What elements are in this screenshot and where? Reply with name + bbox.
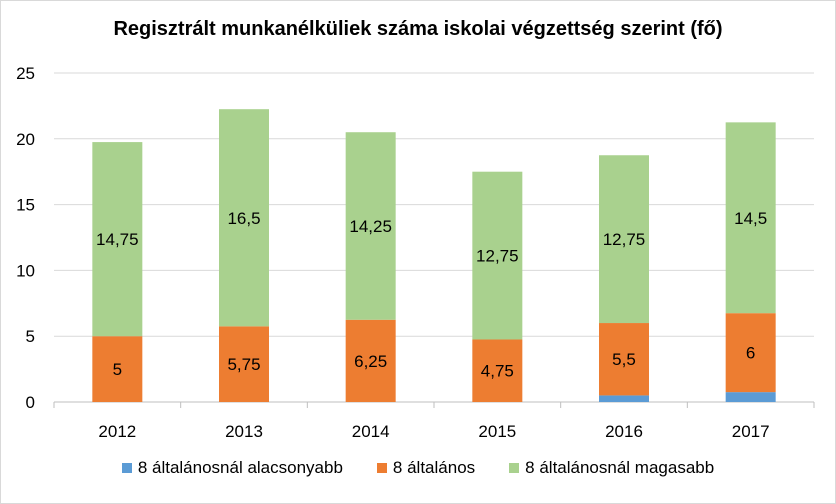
x-tick-label: 2015 — [478, 422, 516, 441]
bar-segment — [599, 323, 649, 396]
x-axis-ticks: 2012 2013 2014 2015 2016 2017 — [53, 402, 815, 441]
y-tick-label: 0 — [26, 393, 35, 412]
gridlines — [54, 72, 814, 403]
bar-segment — [219, 326, 269, 402]
y-tick-label: 10 — [16, 261, 35, 280]
x-tick-label: 2012 — [98, 422, 136, 441]
y-tick-label: 15 — [16, 196, 35, 215]
data-label: 14,75 — [96, 230, 139, 249]
legend: 8 általánosnál alacsonyabb 8 általános 8 á… — [0, 458, 836, 478]
chart-title: Regisztrált munkanélküliek száma iskolai… — [113, 18, 723, 40]
data-label: 6 — [746, 344, 755, 363]
x-tick-label: 2017 — [732, 422, 770, 441]
legend-item: 8 általánosnál alacsonyabb — [121, 458, 343, 478]
data-label: 16,5 — [227, 209, 260, 228]
data-label: 4,75 — [481, 362, 514, 381]
bar-segment — [599, 395, 649, 402]
legend-label: 8 általánosnál alacsonyabb — [137, 458, 343, 477]
bar-segment — [92, 142, 143, 337]
bar-segment — [472, 339, 523, 402]
legend-item: 8 általánosnál magasabb — [509, 458, 714, 478]
bar-segment — [472, 171, 523, 340]
data-label: 5,75 — [227, 355, 260, 374]
data-label: 5 — [113, 360, 122, 379]
y-tick-label: 25 — [16, 64, 35, 83]
bar-segment — [219, 109, 269, 327]
data-label: 5,5 — [612, 350, 636, 369]
bar-segment — [725, 313, 776, 393]
data-label: 14,5 — [734, 209, 767, 228]
bar-segment — [345, 132, 396, 320]
legend-label: 8 általános — [392, 458, 476, 477]
legend-label: 8 általánosnál magasabb — [525, 458, 715, 477]
legend-swatch — [509, 463, 520, 473]
bar-segment — [92, 336, 143, 402]
data-label: 12,75 — [476, 247, 519, 266]
bar-segment — [725, 392, 776, 402]
data-label: 12,75 — [603, 230, 646, 249]
data-label: 14,25 — [349, 217, 392, 236]
x-tick-label: 2014 — [352, 422, 390, 441]
bars: 5 14,75 5,75 16,5 6,25 14,25 4,75 12,75 5,5 12,75… — [92, 109, 776, 402]
bar-segment — [725, 122, 776, 314]
bar-segment — [599, 155, 649, 324]
y-axis-ticks: 0 5 10 15 20 25 — [16, 64, 35, 412]
y-tick-label: 20 — [16, 130, 35, 149]
x-tick-label: 2016 — [605, 422, 643, 441]
x-tick-label: 2013 — [225, 422, 263, 441]
legend-swatch — [121, 463, 132, 473]
y-tick-label: 5 — [26, 327, 35, 346]
data-label: 6,25 — [354, 352, 387, 371]
bar-segment — [345, 319, 396, 402]
legend-swatch — [376, 463, 387, 473]
legend-item: 8 általános — [376, 458, 476, 478]
